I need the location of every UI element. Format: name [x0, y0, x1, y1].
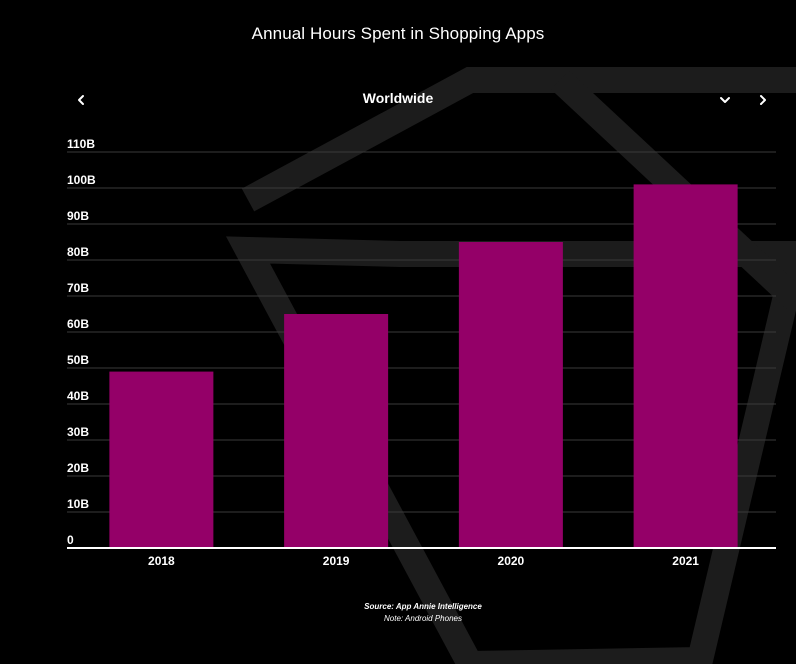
y-tick-label: 30B [67, 425, 89, 439]
region-dropdown-button[interactable] [711, 86, 739, 114]
bar-2018 [109, 371, 214, 548]
y-tick-label: 10B [67, 497, 89, 511]
y-tick-label: 110B [67, 137, 95, 151]
device-note: Note: Android Phones [384, 614, 462, 623]
chevron-right-icon [760, 95, 766, 105]
y-tick-label: 40B [67, 389, 89, 403]
x-tick-label: 2018 [148, 554, 175, 568]
x-tick-label: 2019 [323, 554, 350, 568]
y-tick-label: 70B [67, 281, 89, 295]
chart-title: Annual Hours Spent in Shopping Apps [251, 24, 545, 43]
y-tick-label: 0 [67, 533, 74, 547]
x-tick-label: 2021 [672, 554, 699, 568]
previous-region-button[interactable] [67, 86, 95, 114]
y-tick-label: 50B [67, 353, 89, 367]
bar-2021 [633, 184, 738, 548]
y-tick-label: 90B [67, 209, 89, 223]
bar-2019 [284, 314, 389, 548]
chart-footer: Source: App Annie Intelligence Note: And… [0, 601, 796, 625]
y-tick-label: 80B [67, 245, 89, 259]
x-tick-label: 2020 [498, 554, 525, 568]
bar-2020 [458, 242, 563, 548]
chevron-down-icon [720, 97, 730, 103]
chevron-left-icon [78, 95, 84, 105]
source-note: Source: App Annie Intelligence [364, 602, 482, 611]
next-region-button[interactable] [749, 86, 777, 114]
y-tick-label: 100B [67, 173, 96, 187]
y-tick-label: 20B [67, 461, 89, 475]
y-tick-label: 60B [67, 317, 89, 331]
